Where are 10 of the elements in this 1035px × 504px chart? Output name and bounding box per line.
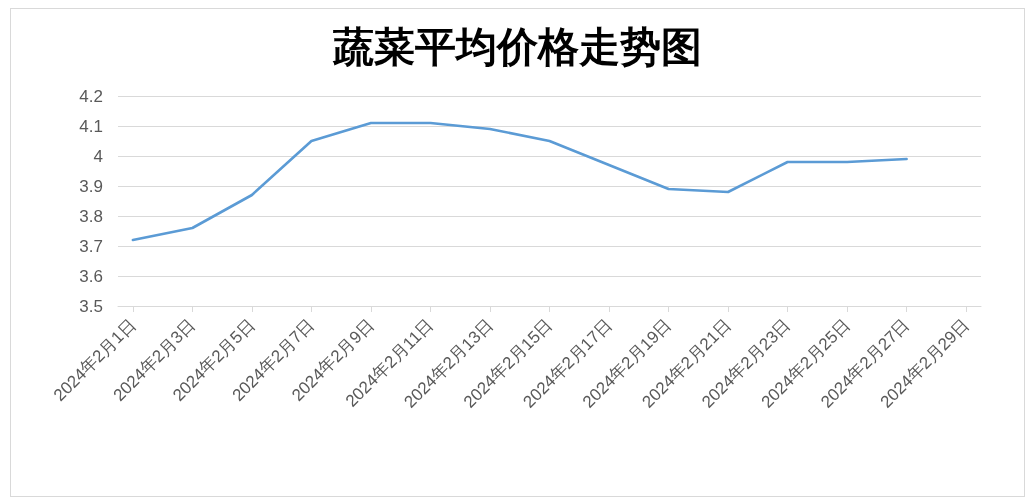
line-series [131,121,908,242]
y-tick-label: 4.1 [79,116,103,136]
y-tick-label: 3.7 [79,236,103,256]
y-tick-label: 3.9 [79,176,103,196]
y-tick-label: 3.8 [79,206,103,226]
y-tick-label: 3.6 [79,266,103,286]
y-tick-label: 4.2 [79,86,103,106]
chart-title: 蔬菜平均价格走势图 [332,23,702,70]
y-tick-label: 4 [93,146,103,166]
y-tick-label: 3.5 [79,296,103,316]
